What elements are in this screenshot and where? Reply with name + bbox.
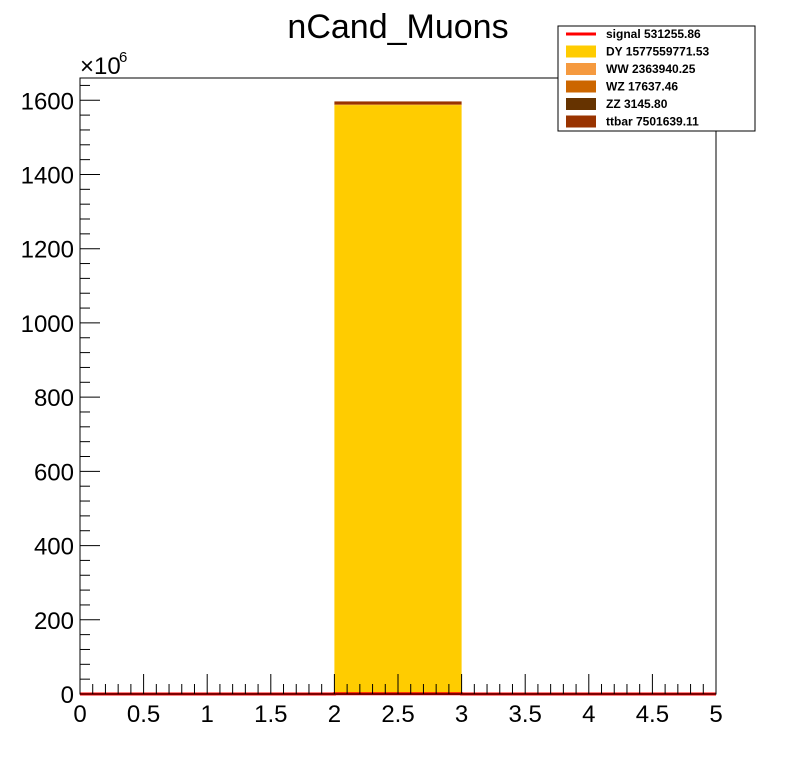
histogram-bars bbox=[334, 101, 462, 694]
y-tick-label: 1600 bbox=[21, 88, 74, 115]
y-tick-label: 0 bbox=[61, 682, 74, 709]
x-tick-label: 4 bbox=[582, 701, 595, 728]
bar-ttbar-bin-2 bbox=[334, 101, 462, 105]
x-tick-label: 2 bbox=[328, 701, 341, 728]
y-multiplier-exponent: 6 bbox=[119, 49, 127, 66]
y-multiplier-base: ×10 bbox=[80, 53, 121, 80]
x-tick-label: 0.5 bbox=[127, 701, 160, 728]
bar-WW-bin-2 bbox=[334, 104, 462, 106]
legend-label: DY 1577559771.53 bbox=[606, 45, 710, 59]
legend-swatch bbox=[566, 98, 596, 110]
y-tick-label: 1400 bbox=[21, 162, 74, 189]
legend-label: ZZ 3145.80 bbox=[606, 97, 668, 111]
legend-swatch bbox=[566, 115, 596, 128]
legend-label: WW 2363940.25 bbox=[606, 62, 696, 76]
y-axis-ticks: 0 200 400 600 800 1000 1200 1400 1600 bbox=[21, 84, 100, 709]
legend-box bbox=[557, 25, 756, 132]
y-tick-label: 1000 bbox=[21, 311, 74, 338]
legend-swatch bbox=[566, 63, 596, 75]
x-tick-label: 4.5 bbox=[636, 701, 669, 728]
x-tick-label: 5 bbox=[709, 701, 722, 728]
y-tick-label: 1200 bbox=[21, 237, 74, 264]
y-tick-label: 200 bbox=[34, 608, 74, 635]
bar-DY-bin-2 bbox=[334, 105, 462, 694]
y-tick-label: 600 bbox=[34, 459, 74, 486]
legend-label: signal 531255.86 bbox=[606, 27, 701, 41]
x-tick-label: 3 bbox=[455, 701, 468, 728]
legend-label: ttbar 7501639.11 bbox=[606, 115, 699, 129]
chart-title: nCand_Muons bbox=[287, 8, 508, 46]
legend-label: WZ 17637.46 bbox=[606, 80, 678, 94]
y-axis-multiplier: ×10 6 bbox=[80, 49, 127, 80]
x-tick-label: 2.5 bbox=[381, 701, 414, 728]
y-tick-label: 400 bbox=[34, 534, 74, 561]
y-tick-label: 800 bbox=[34, 385, 74, 412]
x-tick-label: 1 bbox=[201, 701, 214, 728]
legend-swatch bbox=[566, 80, 596, 93]
x-axis-ticks: 0 0.5 1 1.5 2 2.5 3 3.5 4 4.5 5 bbox=[73, 674, 723, 728]
x-tick-label: 1.5 bbox=[254, 701, 287, 728]
x-tick-label: 0 bbox=[73, 701, 86, 728]
legend: signal 531255.86 DY 1577559771.53 WW 23639… bbox=[557, 25, 756, 132]
legend-swatch bbox=[566, 45, 596, 58]
x-tick-label: 3.5 bbox=[509, 701, 542, 728]
